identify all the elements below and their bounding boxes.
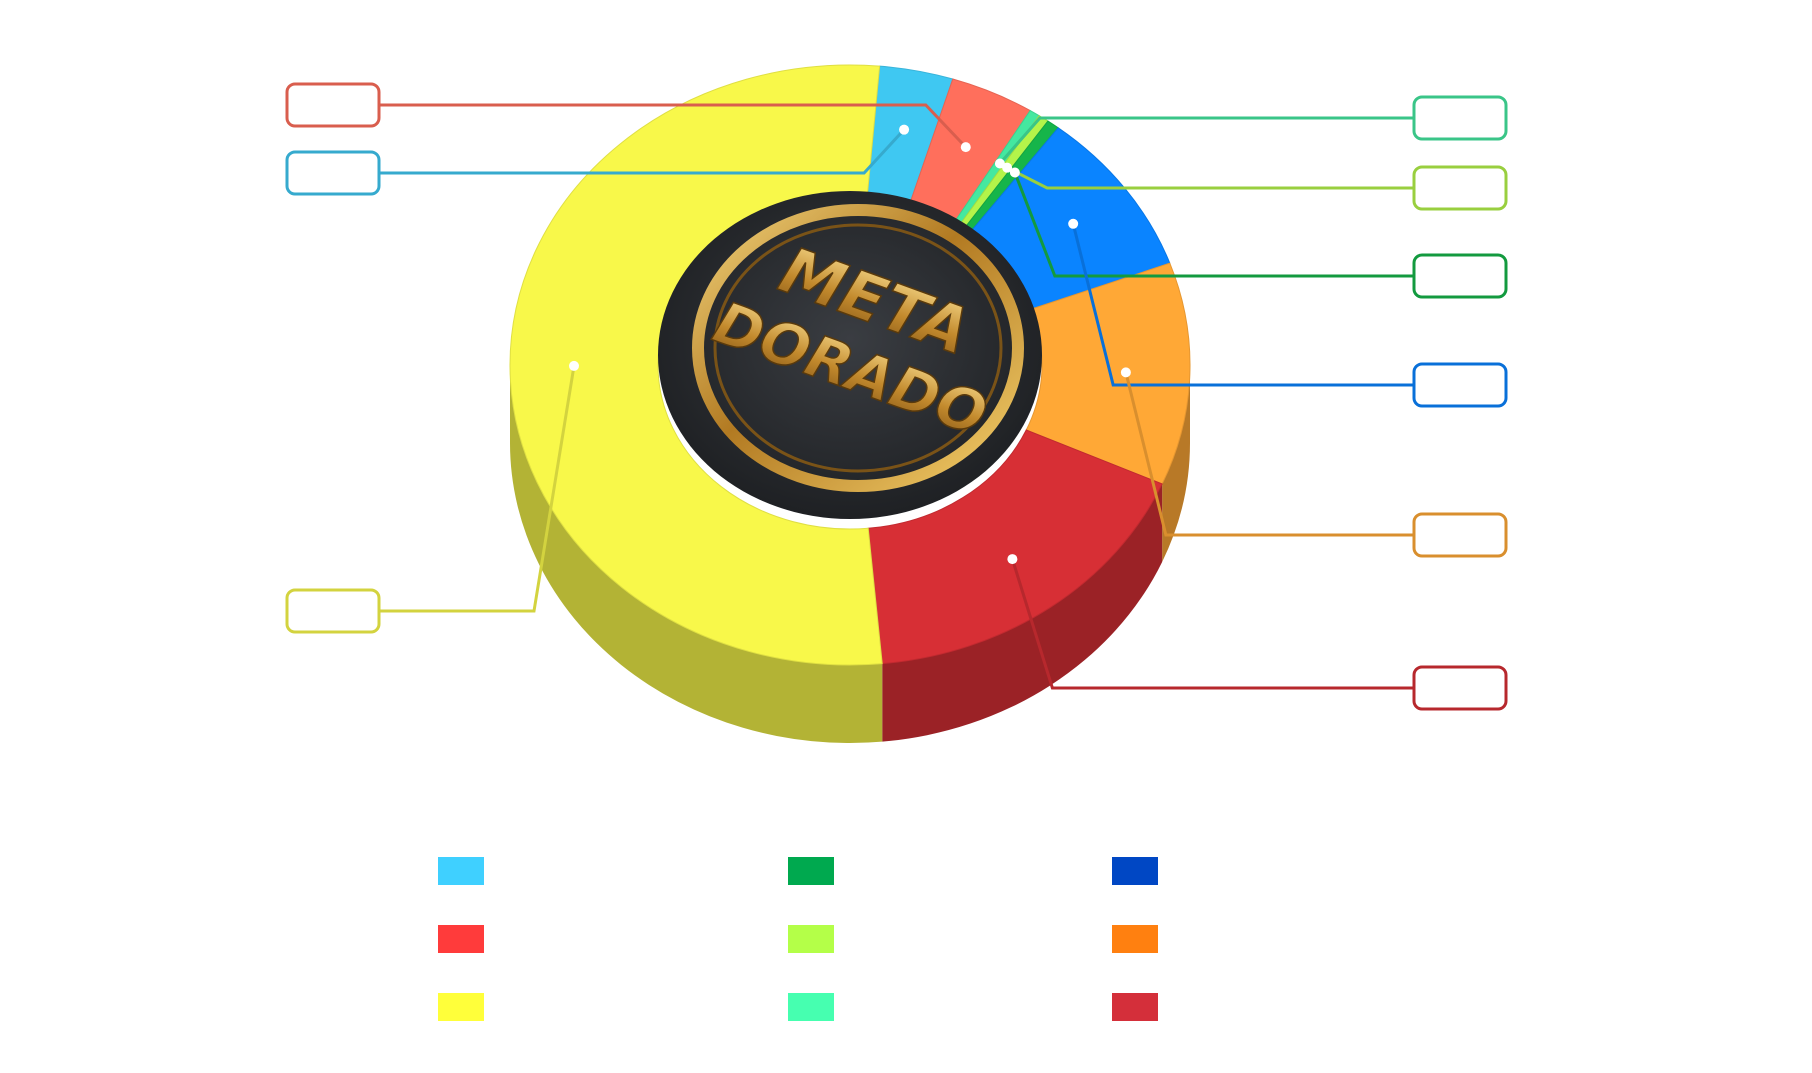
leader-dot-5 xyxy=(1068,218,1079,229)
center-logo: META DORADO xyxy=(658,191,1042,519)
callout-box-0 xyxy=(285,150,381,196)
slice-side-8 xyxy=(510,365,883,743)
callout-leaders xyxy=(285,82,1508,711)
leader-line-7 xyxy=(1010,558,1414,690)
leader-dot-2 xyxy=(994,158,1005,169)
leader-dot-6 xyxy=(1120,367,1131,378)
slice-side-6 xyxy=(1162,365,1190,562)
logo-ring-inner xyxy=(713,223,1003,473)
legend-swatch-7 xyxy=(1112,925,1158,953)
leader-dot-0 xyxy=(899,124,910,135)
legend-swatch-2 xyxy=(438,993,484,1021)
legend-swatch-3 xyxy=(788,857,834,885)
leader-line-6 xyxy=(1124,372,1414,537)
callout-box-7 xyxy=(1412,665,1508,711)
leader-line-4 xyxy=(1013,171,1414,278)
slice-side-7 xyxy=(882,483,1163,742)
donut-sides xyxy=(510,365,1190,743)
slice-7 xyxy=(867,429,1163,665)
callout-box-5 xyxy=(1412,362,1508,408)
callout-box-4 xyxy=(1412,253,1508,299)
leader-dot-3 xyxy=(1002,162,1013,173)
callout-box-3 xyxy=(1412,165,1508,211)
callout-box-1 xyxy=(285,82,381,128)
legend xyxy=(438,857,1158,1021)
leader-dot-1 xyxy=(960,142,971,153)
leader-line-8 xyxy=(379,365,576,613)
leader-line-3 xyxy=(1006,166,1414,190)
legend-swatch-8 xyxy=(1112,993,1158,1021)
legend-swatch-0 xyxy=(438,857,484,885)
logo-ring-outer xyxy=(692,204,1024,492)
legend-swatch-1 xyxy=(438,925,484,953)
logo-disc xyxy=(658,191,1042,519)
leader-dot-8 xyxy=(569,360,580,371)
leader-line-2 xyxy=(998,116,1414,165)
callout-box-6 xyxy=(1412,512,1508,558)
legend-swatch-6 xyxy=(1112,857,1158,885)
leader-line-1 xyxy=(379,103,967,149)
legend-swatch-5 xyxy=(788,993,834,1021)
leader-dot-4 xyxy=(1009,167,1020,178)
leader-dot-7 xyxy=(1007,554,1018,565)
legend-swatch-4 xyxy=(788,925,834,953)
leader-line-5 xyxy=(1071,223,1414,387)
slice-8 xyxy=(509,64,883,666)
donut-tops xyxy=(509,64,1191,666)
callout-box-8 xyxy=(285,588,381,634)
leader-line-0 xyxy=(379,128,906,175)
callout-box-2 xyxy=(1412,95,1508,141)
